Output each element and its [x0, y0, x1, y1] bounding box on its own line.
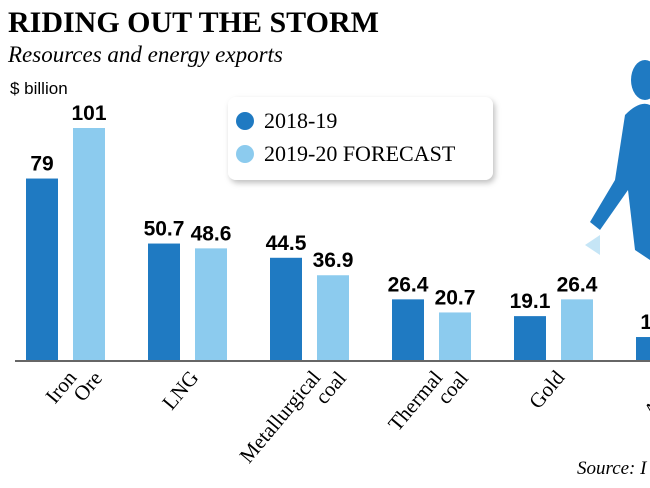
x-tick-label: Gold [524, 365, 570, 413]
value-label: 48.6 [191, 222, 232, 245]
chart-title: RIDING OUT THE STORM [8, 6, 379, 39]
legend-label: 2018-19 [264, 108, 337, 133]
bar [636, 337, 650, 360]
bar [561, 299, 593, 360]
value-label: 101 [71, 102, 106, 125]
bar [73, 128, 105, 360]
legend-label: 2019-20 FORECAST [264, 141, 456, 166]
chart-subtitle: Resources and energy exports [7, 42, 283, 67]
value-label: 26.4 [388, 273, 429, 296]
bar [26, 178, 58, 360]
figure-illustration [585, 60, 650, 260]
value-label: 36.9 [313, 249, 354, 272]
value-label: 50.7 [144, 218, 185, 241]
x-tick-label: Thermalcoal [383, 353, 473, 448]
value-label: 20.7 [435, 286, 476, 309]
source: Source: I [577, 458, 648, 479]
value-label: 79 [30, 153, 53, 176]
x-tick-label: Metallurgicalcoal [234, 353, 351, 480]
value-label: 19.1 [510, 290, 551, 313]
bar [439, 312, 471, 360]
value-label: 26.4 [557, 273, 598, 296]
unit-label: $ billion [10, 79, 68, 98]
bar [392, 299, 424, 360]
x-tick-label: Alumi [638, 366, 650, 423]
value-label: 44.5 [266, 232, 307, 255]
value-label: 10 [640, 311, 650, 334]
bar [270, 257, 302, 360]
legend-swatch [236, 112, 254, 130]
bar [514, 316, 546, 360]
bar [148, 243, 180, 360]
legend-swatch [236, 145, 254, 163]
x-tick-label: IronOre [40, 354, 106, 421]
x-tick-label: LNG [157, 366, 203, 414]
bar [317, 275, 349, 360]
bar [195, 248, 227, 360]
legend-box [228, 97, 493, 180]
